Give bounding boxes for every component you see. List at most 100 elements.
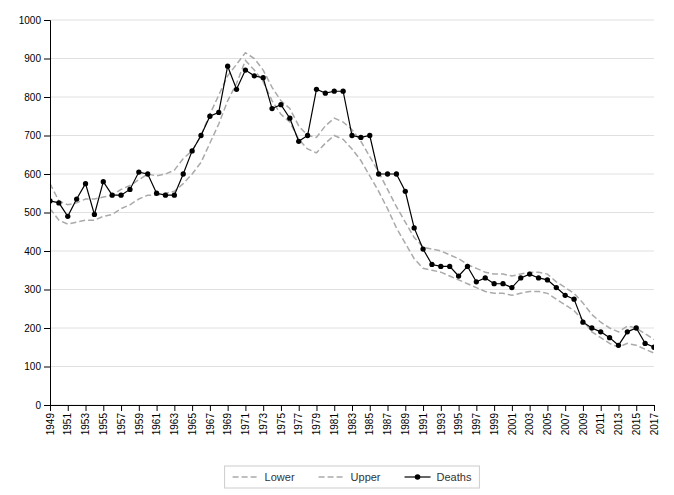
marker <box>429 262 434 267</box>
x-tick-mark <box>476 405 477 411</box>
y-tick-mark <box>44 367 50 368</box>
marker <box>527 271 532 276</box>
x-tick: 1949 <box>45 405 56 435</box>
x-tick-label: 1987 <box>382 413 393 436</box>
marker <box>127 187 132 192</box>
marker <box>181 171 186 176</box>
legend-swatch <box>233 476 259 478</box>
y-tick: 500 <box>24 207 50 218</box>
x-tick-mark <box>174 405 175 411</box>
x-tick-label: 1955 <box>98 413 109 436</box>
series-line <box>50 53 654 340</box>
marker <box>385 171 390 176</box>
marker <box>118 193 123 198</box>
grid-line <box>50 328 654 329</box>
x-tick: 1983 <box>347 405 358 435</box>
y-tick-mark <box>44 405 50 406</box>
x-tick-label: 1973 <box>258 413 269 436</box>
marker <box>474 279 479 284</box>
x-tick-mark <box>494 405 495 411</box>
x-tick: 1973 <box>258 405 269 435</box>
marker <box>545 277 550 282</box>
y-tick-label: 300 <box>24 284 41 295</box>
y-tick: 200 <box>24 323 50 334</box>
legend-item: Deaths <box>405 471 472 483</box>
y-tick-mark <box>44 174 50 175</box>
marker <box>323 91 328 96</box>
x-tick-label: 1983 <box>347 413 358 436</box>
x-tick-label: 2001 <box>507 413 518 436</box>
x-tick-mark <box>86 405 87 411</box>
y-tick-mark <box>44 20 50 21</box>
x-tick: 1957 <box>116 405 127 435</box>
marker <box>634 325 639 330</box>
x-tick-label: 2015 <box>631 413 642 436</box>
y-tick: 400 <box>24 246 50 257</box>
x-tick-mark <box>103 405 104 411</box>
marker <box>616 343 621 348</box>
marker <box>491 281 496 286</box>
marker <box>349 133 354 138</box>
marker <box>367 133 372 138</box>
marker <box>243 67 248 72</box>
series-line <box>50 66 654 347</box>
marker <box>189 148 194 153</box>
x-tick-label: 1979 <box>311 413 322 436</box>
marker <box>56 200 61 205</box>
y-tick-label: 200 <box>24 323 41 334</box>
marker <box>403 189 408 194</box>
legend: LowerUpperDeaths <box>225 466 480 488</box>
x-tick-label: 1975 <box>276 413 287 436</box>
x-tick-mark <box>547 405 548 411</box>
marker <box>465 264 470 269</box>
x-tick-mark <box>370 405 371 411</box>
marker <box>92 212 97 217</box>
x-tick-mark <box>618 405 619 411</box>
x-tick: 1963 <box>169 405 180 435</box>
x-tick-mark <box>263 405 264 411</box>
marker <box>198 133 203 138</box>
x-tick: 2005 <box>542 405 553 435</box>
x-tick-label: 2013 <box>613 413 624 436</box>
x-tick-label: 1965 <box>187 413 198 436</box>
x-tick-mark <box>565 405 566 411</box>
x-tick-mark <box>68 405 69 411</box>
x-tick-mark <box>441 405 442 411</box>
x-tick-label: 1949 <box>45 413 56 436</box>
x-tick-mark <box>583 405 584 411</box>
x-tick: 1981 <box>329 405 340 435</box>
marker <box>447 264 452 269</box>
marker <box>563 293 568 298</box>
x-tick: 1997 <box>471 405 482 435</box>
marker <box>207 114 212 119</box>
x-tick: 1969 <box>222 405 233 435</box>
marker <box>376 171 381 176</box>
marker <box>598 329 603 334</box>
x-tick: 1989 <box>400 405 411 435</box>
marker <box>358 135 363 140</box>
x-tick: 1979 <box>311 405 322 435</box>
y-tick: 900 <box>24 53 50 64</box>
x-tick-label: 1999 <box>489 413 500 436</box>
marker <box>296 139 301 144</box>
marker <box>456 273 461 278</box>
x-tick-label: 2005 <box>542 413 553 436</box>
plot-area: 1949195119531955195719591961196319651967… <box>19 15 660 436</box>
x-tick-mark <box>316 405 317 411</box>
x-tick: 1977 <box>293 405 304 435</box>
x-tick: 1961 <box>151 405 162 435</box>
marker <box>536 275 541 280</box>
marker <box>136 169 141 174</box>
x-tick: 1987 <box>382 405 393 435</box>
x-tick: 1959 <box>134 405 145 435</box>
legend-frame <box>225 466 480 488</box>
x-tick-mark <box>281 405 282 411</box>
x-tick-mark <box>334 405 335 411</box>
x-tick: 1993 <box>436 405 447 435</box>
x-tick: 1955 <box>98 405 109 435</box>
y-tick: 0 <box>35 400 50 411</box>
legend-label: Upper <box>351 471 381 483</box>
y-tick-label: 700 <box>24 130 41 141</box>
x-tick-label: 1971 <box>240 413 251 436</box>
x-tick-mark <box>423 405 424 411</box>
